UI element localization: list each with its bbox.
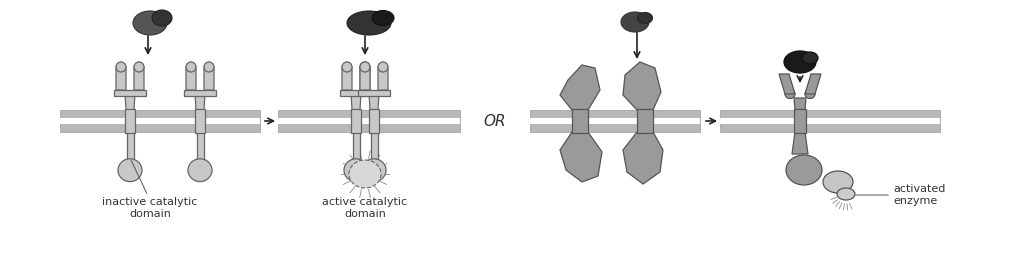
Polygon shape — [360, 62, 370, 90]
Polygon shape — [340, 90, 372, 96]
Polygon shape — [204, 62, 214, 90]
Ellipse shape — [186, 62, 196, 72]
Text: active catalytic
domain: active catalytic domain — [323, 197, 408, 219]
Polygon shape — [134, 62, 144, 90]
Ellipse shape — [342, 62, 352, 72]
Polygon shape — [720, 118, 940, 124]
Polygon shape — [342, 62, 352, 90]
Ellipse shape — [823, 171, 853, 193]
Ellipse shape — [837, 188, 855, 200]
Polygon shape — [351, 109, 361, 133]
Ellipse shape — [378, 62, 388, 72]
Polygon shape — [637, 109, 653, 133]
Polygon shape — [572, 109, 588, 133]
Polygon shape — [805, 74, 821, 94]
Polygon shape — [278, 110, 460, 132]
Polygon shape — [360, 62, 370, 90]
Ellipse shape — [118, 159, 142, 182]
Polygon shape — [60, 110, 260, 132]
Polygon shape — [560, 132, 602, 182]
Ellipse shape — [347, 11, 391, 35]
Polygon shape — [623, 132, 663, 184]
Ellipse shape — [344, 159, 368, 182]
Polygon shape — [530, 118, 700, 124]
Polygon shape — [127, 132, 133, 160]
Polygon shape — [720, 110, 940, 132]
Ellipse shape — [204, 62, 214, 72]
Polygon shape — [370, 96, 379, 110]
Polygon shape — [794, 109, 806, 133]
Ellipse shape — [134, 62, 144, 72]
Polygon shape — [114, 90, 146, 96]
Ellipse shape — [362, 159, 386, 182]
Polygon shape — [779, 74, 795, 94]
Polygon shape — [196, 96, 205, 110]
Polygon shape — [195, 109, 205, 133]
Ellipse shape — [372, 10, 394, 26]
Polygon shape — [794, 98, 806, 110]
Ellipse shape — [621, 12, 649, 32]
Ellipse shape — [802, 52, 818, 64]
Ellipse shape — [638, 13, 652, 24]
Polygon shape — [125, 96, 135, 110]
Text: activated
enzyme: activated enzyme — [893, 184, 945, 206]
Ellipse shape — [152, 10, 172, 26]
Polygon shape — [369, 109, 379, 133]
Ellipse shape — [133, 11, 167, 35]
Ellipse shape — [349, 160, 381, 188]
Ellipse shape — [785, 90, 795, 99]
Ellipse shape — [188, 159, 212, 182]
Ellipse shape — [360, 62, 370, 72]
Polygon shape — [351, 96, 360, 110]
Polygon shape — [125, 109, 135, 133]
Polygon shape — [358, 90, 390, 96]
Ellipse shape — [786, 155, 822, 185]
Polygon shape — [371, 132, 378, 160]
Polygon shape — [278, 118, 460, 124]
Polygon shape — [378, 62, 388, 90]
Text: inactive catalytic
domain: inactive catalytic domain — [102, 197, 198, 219]
Polygon shape — [623, 62, 662, 110]
Polygon shape — [560, 65, 600, 110]
Polygon shape — [184, 90, 216, 96]
Polygon shape — [116, 62, 126, 90]
Ellipse shape — [784, 51, 816, 73]
Polygon shape — [352, 132, 359, 160]
Polygon shape — [186, 62, 196, 90]
Ellipse shape — [805, 90, 815, 99]
Polygon shape — [60, 118, 260, 124]
Polygon shape — [792, 132, 808, 154]
Ellipse shape — [360, 62, 370, 72]
Text: OR: OR — [483, 113, 506, 129]
Ellipse shape — [116, 62, 126, 72]
Polygon shape — [197, 132, 204, 160]
Polygon shape — [530, 110, 700, 132]
